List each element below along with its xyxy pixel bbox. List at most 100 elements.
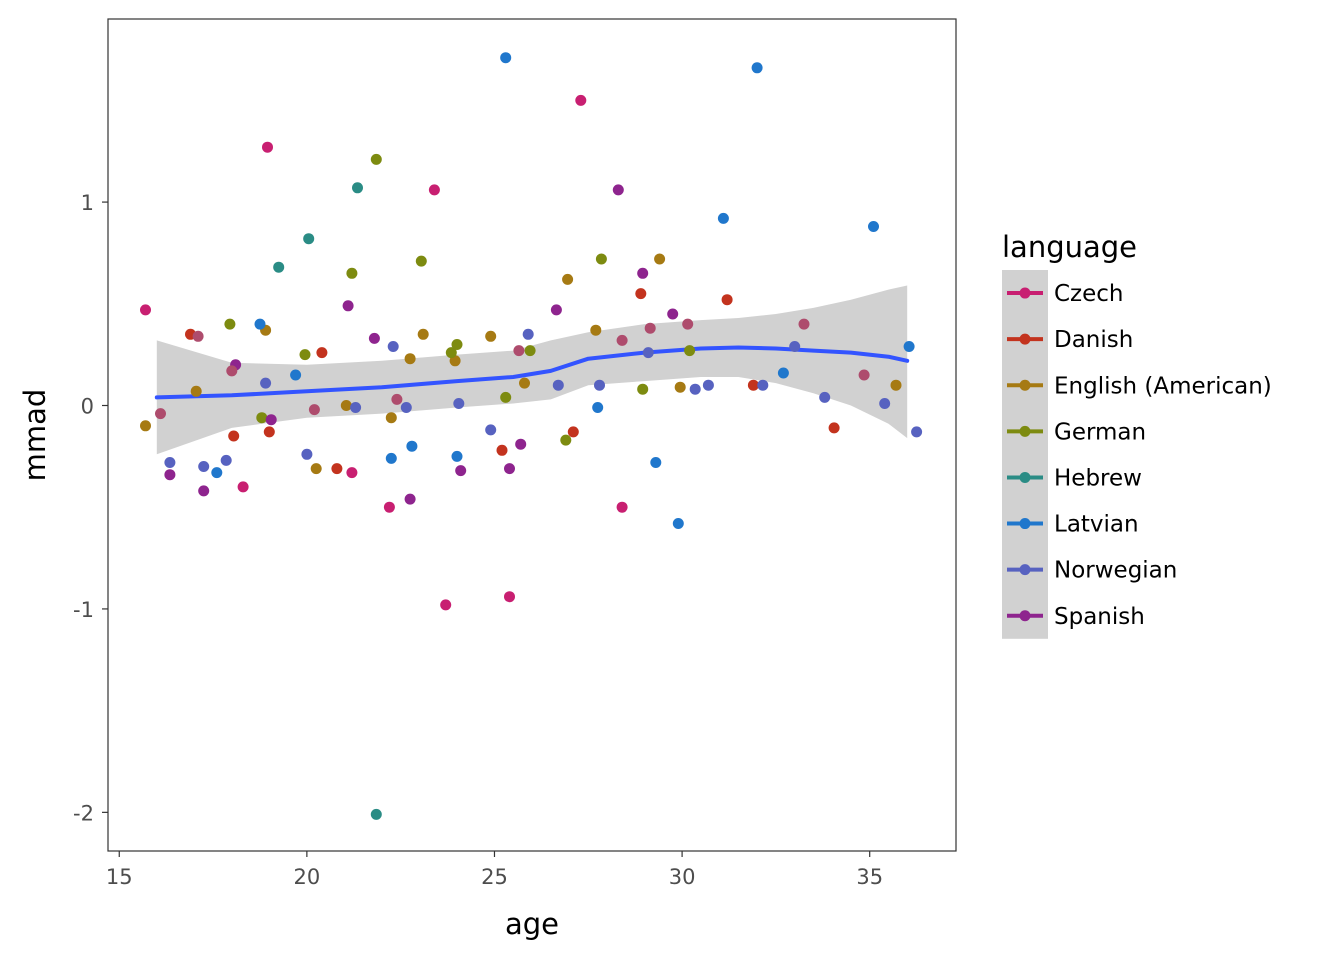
data-point-latvian [717, 212, 729, 224]
data-point-english-american [890, 379, 902, 391]
data-point-norwegian [702, 379, 714, 391]
data-point-norwegian [350, 402, 362, 413]
data-point-german [299, 349, 311, 361]
data-point-danish [263, 426, 275, 438]
data-point-danish [331, 463, 343, 475]
data-point-english-american [190, 385, 202, 397]
data-point-german [595, 253, 607, 265]
data-point-other [155, 408, 166, 420]
data-point-other [391, 393, 403, 405]
data-point-german [560, 434, 572, 446]
legend-label-spanish: Spanish [1054, 604, 1145, 630]
legend-point-english-american [1019, 379, 1031, 391]
data-point-norwegian [220, 454, 232, 466]
data-point-czech [575, 94, 587, 106]
data-point-norwegian [819, 391, 831, 403]
x-tick-label: 25 [481, 865, 508, 889]
data-point-norwegian [642, 347, 654, 359]
legend-label-english-american: English (American) [1054, 373, 1272, 399]
data-point-norwegian [400, 402, 412, 413]
data-point-english-american [654, 253, 666, 265]
y-tick-label: -2 [73, 801, 94, 825]
data-point-spanish [550, 304, 562, 316]
data-point-norwegian [789, 341, 801, 352]
smooth-line [154, 345, 910, 400]
data-point-english-american [562, 273, 574, 285]
data-point-danish [496, 444, 508, 456]
data-point-other [644, 322, 656, 334]
data-point-latvian [650, 457, 662, 468]
data-point-english-american [417, 328, 429, 340]
data-point-german [370, 153, 382, 165]
x-axis-title: age [505, 907, 559, 941]
data-point-spanish [342, 300, 354, 312]
data-point-latvian [672, 518, 684, 529]
legend: language Czech Danish English (American) Ge… [1002, 230, 1272, 639]
data-point-english-american [140, 420, 151, 432]
data-point-hebrew [352, 182, 363, 194]
confidence-band [156, 285, 908, 455]
data-point-spanish [515, 438, 527, 450]
data-point-spanish [667, 308, 679, 320]
data-point-german [451, 339, 463, 350]
legend-label-german: German [1054, 419, 1146, 445]
data-point-norwegian [198, 461, 210, 472]
y-axis: -2 -1 0 1 [73, 191, 108, 825]
data-point-norwegian [757, 379, 769, 391]
data-point-other [308, 404, 320, 416]
y-axis-title: mmad [18, 389, 52, 482]
data-point-other [798, 318, 810, 330]
data-point-spanish [198, 485, 210, 497]
data-point-spanish [504, 463, 515, 475]
data-point-danish [567, 426, 579, 438]
data-point-danish [635, 288, 647, 300]
data-point-other [192, 330, 204, 342]
data-point-norwegian [522, 328, 534, 340]
data-point-danish [721, 294, 733, 306]
data-point-latvian [868, 221, 879, 232]
data-point-norwegian [260, 377, 272, 389]
data-point-latvian [592, 402, 604, 413]
data-point-spanish [612, 184, 624, 196]
data-point-danish [828, 422, 840, 434]
data-point-latvian [254, 318, 266, 330]
legend-point-spanish [1019, 610, 1031, 622]
data-point-czech [428, 184, 440, 196]
data-point-other [858, 369, 870, 381]
y-tick-label: 0 [81, 395, 94, 419]
data-point-norwegian [689, 383, 701, 395]
data-point-german [524, 345, 536, 357]
legend-label-danish: Danish [1054, 327, 1133, 353]
data-point-german [445, 347, 457, 359]
legend-label-latvian: Latvian [1054, 512, 1139, 538]
y-tick-label: -1 [73, 598, 94, 622]
data-point-czech [237, 481, 249, 493]
data-point-norwegian [879, 398, 891, 409]
data-point-spanish [164, 469, 176, 481]
data-point-latvian [903, 341, 915, 352]
data-point-german [415, 255, 427, 267]
data-point-czech [504, 591, 515, 603]
data-point-latvian [751, 62, 763, 74]
data-point-latvian [406, 440, 418, 452]
legend-title: language [1002, 230, 1137, 264]
data-point-norwegian [164, 457, 176, 468]
data-point-english-american [590, 324, 602, 336]
smooth-line-layer [154, 345, 910, 400]
legend-key-background [1002, 270, 1048, 639]
data-point-latvian [290, 369, 302, 381]
data-point-english-american [404, 353, 416, 365]
data-point-spanish [455, 465, 467, 477]
data-point-english-american [674, 381, 686, 393]
data-point-czech [383, 501, 395, 513]
data-point-norwegian [911, 426, 923, 438]
confidence-band-layer [156, 285, 908, 455]
data-point-other [616, 334, 628, 346]
data-point-hebrew [273, 261, 285, 273]
data-points-layer [140, 52, 923, 820]
x-tick-label: 15 [106, 865, 133, 889]
data-point-spanish [265, 414, 277, 426]
data-point-norwegian [387, 341, 399, 352]
legend-point-hebrew [1019, 471, 1031, 483]
